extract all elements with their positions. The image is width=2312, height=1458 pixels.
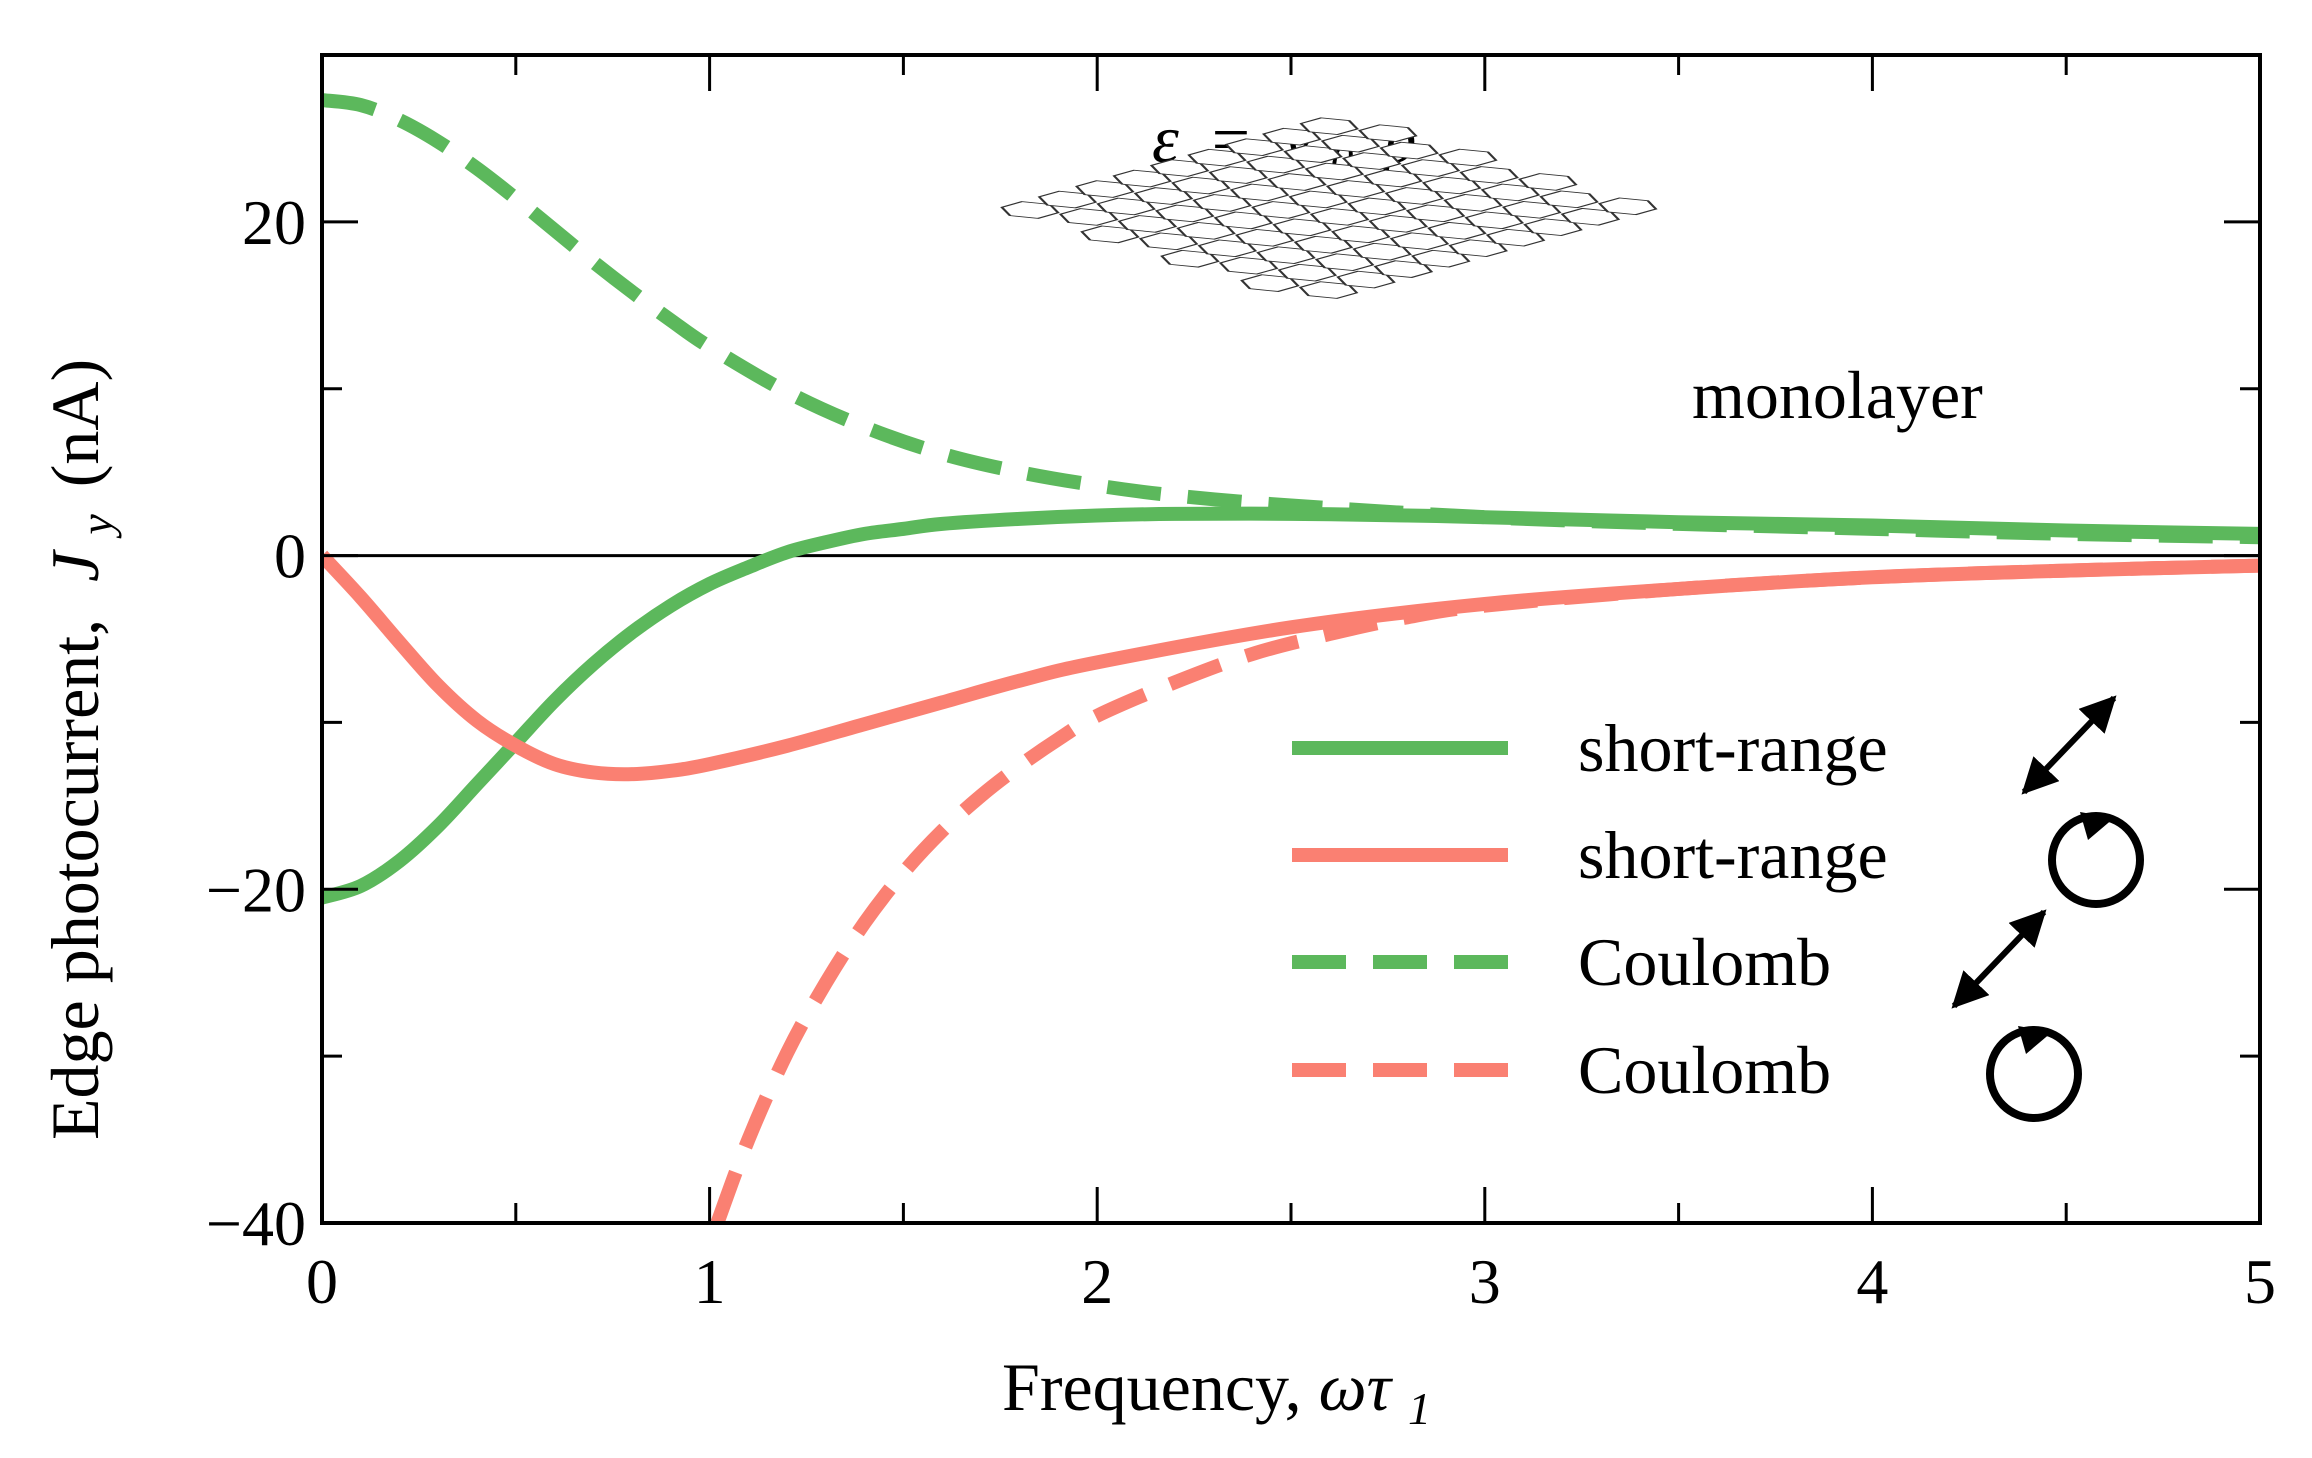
- circular-arrow-icon: [2048, 812, 2144, 908]
- y-axis-subscript: y: [71, 514, 122, 539]
- sample-label: monolayer: [1692, 357, 1983, 433]
- y-axis-unit: (nA): [37, 359, 113, 487]
- series-line-coulomb-circular: [710, 558, 2260, 1223]
- graphene-lattice-icon: [1000, 117, 1658, 299]
- legend-label-short-range-circular: short-range: [1578, 817, 1888, 893]
- legend: short-range short-range Coulomb Coulomb: [1292, 695, 2144, 1122]
- legend-label-coulomb-linear: Coulomb: [1578, 924, 1831, 1000]
- y-tick-label: −40: [206, 1188, 306, 1259]
- legend-label-short-range-linear: short-range: [1578, 710, 1888, 786]
- y-axis-symbol: J: [37, 549, 113, 582]
- x-axis-title-text: Frequency,: [1002, 1349, 1319, 1425]
- x-tick-label: 2: [1081, 1246, 1113, 1317]
- x-axis-title: Frequency, ωτ 1: [1002, 1349, 1431, 1434]
- series-line-short-range-circular: [322, 550, 2260, 782]
- y-tick-label: 20: [242, 187, 306, 258]
- circular-arrow-icon: [1986, 1026, 2082, 1122]
- x-tick-label: 0: [306, 1246, 338, 1317]
- x-axis-symbol: ωτ: [1319, 1349, 1394, 1425]
- x-axis-subscript: 1: [1408, 1383, 1431, 1434]
- x-tick-label: 4: [1856, 1246, 1888, 1317]
- x-tick-label: 3: [1469, 1246, 1501, 1317]
- y-axis-title: Edge photocurrent, J y (nA): [37, 359, 127, 1140]
- x-tick-label: 1: [694, 1246, 726, 1317]
- y-tick-label: 0: [274, 521, 306, 592]
- y-tick-label: −20: [206, 854, 306, 925]
- x-tick-label: 5: [2244, 1246, 2276, 1317]
- double-arrow-icon: [2021, 695, 2117, 795]
- double-arrow-icon: [1951, 909, 2047, 1009]
- y-axis-title-text: Edge photocurrent,: [37, 619, 113, 1140]
- legend-label-coulomb-circular: Coulomb: [1578, 1032, 1831, 1108]
- lattice-cells: [1000, 117, 1658, 299]
